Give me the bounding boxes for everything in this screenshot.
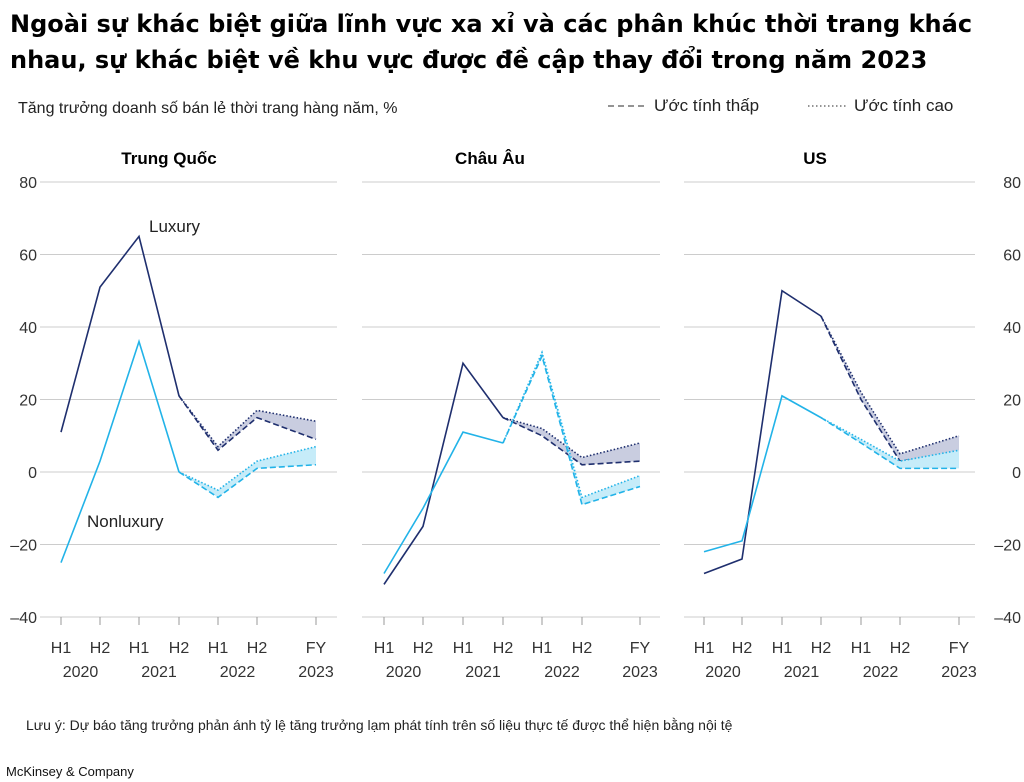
x-year-label: 2023 — [298, 664, 334, 681]
y-tick-label: –20 — [10, 538, 37, 555]
x-tick-label: H1 — [51, 640, 72, 657]
forecast-low-line — [502, 353, 641, 506]
forecast-low-line — [820, 315, 960, 462]
x-tick-label: H1 — [208, 640, 229, 657]
x-tick-label: FY — [630, 640, 651, 657]
forecast-band — [503, 417, 640, 465]
legend-high-label: Ước tính cao — [854, 96, 954, 115]
legend-low: Ước tính thấp — [608, 96, 759, 116]
x-year-label: 2021 — [141, 664, 177, 681]
y-tick-label: 20 — [1003, 393, 1021, 410]
forecast-band — [179, 446, 316, 498]
forecast-low-line — [178, 395, 317, 452]
y-tick-label: 0 — [1012, 465, 1021, 482]
footnote: Lưu ý: Dự báo tăng trưởng phản ánh tỷ lệ… — [26, 717, 733, 733]
x-year-label: 2021 — [784, 664, 820, 681]
x-year-label: 2021 — [465, 664, 501, 681]
panel-title: Châu Âu — [455, 149, 525, 168]
series-line — [60, 338, 180, 563]
series-line — [383, 361, 504, 585]
y-tick-label: 80 — [1003, 175, 1021, 192]
x-tick-label: H2 — [247, 640, 268, 657]
y-tick-label: –40 — [994, 610, 1021, 627]
y-tick-label: –20 — [994, 538, 1021, 555]
forecast-high-line — [502, 349, 641, 499]
nonluxury-label: Nonluxury — [87, 512, 164, 531]
forecast-low-line — [178, 463, 317, 499]
x-year-label: 2020 — [386, 664, 422, 681]
x-year-label: 2022 — [544, 664, 580, 681]
forecast-band — [503, 352, 640, 505]
x-year-label: 2020 — [705, 664, 741, 681]
series-line — [703, 394, 822, 553]
y-tick-label: –40 — [10, 610, 37, 627]
x-tick-label: H2 — [90, 640, 111, 657]
dashed-line-icon — [608, 105, 648, 107]
panel-title: Trung Quốc — [121, 149, 216, 168]
series-line — [703, 289, 822, 575]
x-tick-label: H1 — [129, 640, 150, 657]
y-tick-label: 60 — [19, 248, 37, 265]
legend-low-label: Ước tính thấp — [654, 96, 760, 115]
x-tick-label: H2 — [572, 640, 593, 657]
x-tick-label: H1 — [851, 640, 872, 657]
x-tick-label: H1 — [453, 640, 474, 657]
x-tick-label: FY — [949, 640, 970, 657]
y-tick-label: 40 — [1003, 320, 1021, 337]
y-tick-label: 80 — [19, 175, 37, 192]
x-year-label: 2022 — [220, 664, 256, 681]
x-tick-label: H2 — [169, 640, 190, 657]
forecast-high-line — [820, 315, 960, 455]
x-tick-label: H2 — [890, 640, 911, 657]
x-year-label: 2020 — [63, 664, 99, 681]
luxury-label: Luxury — [149, 217, 201, 236]
x-tick-label: H1 — [532, 640, 553, 657]
y-tick-label: 40 — [19, 320, 37, 337]
x-tick-label: H2 — [732, 640, 753, 657]
forecast-band — [179, 395, 316, 451]
x-tick-label: H2 — [493, 640, 514, 657]
forecast-band — [821, 417, 959, 469]
x-tick-label: H1 — [374, 640, 395, 657]
chart-subtitle: Tăng trưởng doanh số bán lẻ thời trang h… — [18, 100, 398, 117]
x-year-label: 2022 — [863, 664, 899, 681]
forecast-high-line — [820, 416, 960, 462]
x-tick-label: H1 — [772, 640, 793, 657]
series-line — [60, 234, 180, 433]
y-tick-label: 0 — [28, 465, 37, 482]
forecast-low-line — [820, 416, 959, 470]
forecast-high-line — [178, 395, 317, 448]
dotted-line-icon — [808, 105, 848, 107]
forecast-low-line — [502, 416, 641, 466]
brand-logo: McKinsey & Company — [6, 764, 134, 779]
x-tick-label: H2 — [413, 640, 434, 657]
x-tick-label: FY — [306, 640, 327, 657]
x-tick-label: H1 — [694, 640, 715, 657]
y-tick-label: 20 — [19, 393, 37, 410]
y-tick-label: 60 — [1003, 248, 1021, 265]
x-year-label: 2023 — [941, 664, 977, 681]
chart-title: Ngoài sự khác biệt giữa lĩnh vực xa xỉ v… — [10, 10, 973, 74]
x-tick-label: H2 — [811, 640, 832, 657]
forecast-high-line — [502, 416, 641, 459]
forecast-high-line — [178, 445, 317, 492]
x-year-label: 2023 — [622, 664, 658, 681]
legend-high: Ước tính cao — [808, 96, 953, 116]
series-line — [383, 431, 504, 574]
panel-title: US — [803, 149, 827, 168]
forecast-band — [821, 316, 959, 462]
